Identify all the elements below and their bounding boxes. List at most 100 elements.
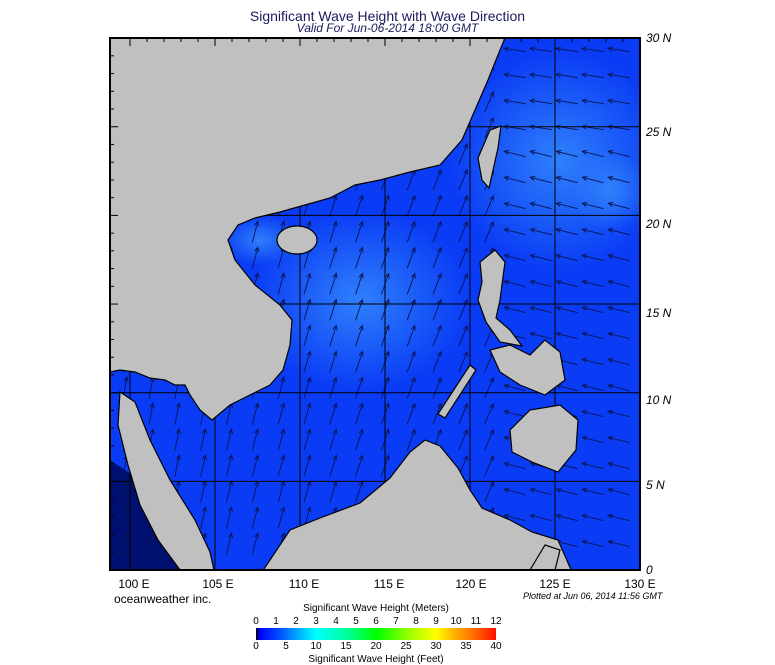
ocean-light-zone [570,150,640,230]
wave-arrow [432,194,442,217]
wave-arrow [503,305,526,314]
wave-arrow [503,227,526,236]
wave-arrow [458,246,468,269]
wave-arrow [432,402,442,425]
wave-arrow [458,402,468,425]
colorbar-tick: 6 [373,616,379,627]
land [110,38,579,570]
wave-arrow [251,506,260,529]
wave-arrow [148,532,155,555]
wave-arrow [303,298,312,321]
wave-arrow [484,376,495,399]
wave-arrow [355,220,364,243]
wave-arrow [555,227,578,236]
wave-arrow [458,168,468,191]
colorbar-title-meters: Significant Wave Height (Meters) [303,603,449,614]
wave-arrow [226,506,234,529]
wave-arrow [303,428,312,451]
wave-arrow [607,435,630,444]
wave-arrow [277,402,286,425]
wave-arrow [458,142,468,165]
wave-arrow [503,175,526,184]
wave-arrow [555,513,578,522]
colorbar [256,628,496,640]
wave-arrow [251,402,260,425]
wave-arrow [607,513,630,522]
wave-arrow [484,116,495,139]
lat-label: 30 N [646,31,672,45]
land-mindanao [509,404,579,473]
lon-label: 130 E [624,577,656,591]
wave-arrow [529,487,552,496]
wave-arrow [329,272,338,295]
wave-arrow [251,454,260,477]
wave-arrow [484,428,495,451]
land-palawan [437,364,477,419]
wave-arrow [555,98,578,105]
wave-arrow [581,253,604,262]
wave-arrow [607,305,630,314]
wave-arrow [555,72,578,79]
colorbar-tick: 5 [353,616,359,627]
wave-arrow [581,383,604,392]
wave-arrow [458,350,468,373]
lon-label: 125 E [539,577,571,591]
land-hainan [276,225,318,255]
wave-arrow [303,376,312,399]
wave-arrow [251,428,260,451]
colorbar-tick: 20 [370,641,382,652]
wave-arrow [503,279,526,288]
wave-arrow [303,402,312,425]
wave-arrow [529,253,552,262]
wave-arrow [458,428,468,451]
wave-arrow [503,253,526,262]
wave-arrow [581,409,604,418]
wave-arrow [555,149,578,158]
lon-label: 105 E [202,577,234,591]
frame-ticks [110,37,641,571]
wave-arrow [581,513,604,522]
wave-arrow [226,428,234,451]
wave-arrow [432,324,442,347]
wave-arrow [581,487,604,496]
land-visayas [489,339,566,396]
wave-arrow [607,253,630,262]
wave-arrow [581,72,604,79]
wave-arrow [226,532,234,555]
wave-arrow [277,376,286,399]
wave-arrow [200,506,207,529]
wave-arrow [329,428,338,451]
lon-label: 100 E [118,577,150,591]
lat-label: 20 N [646,217,672,231]
wave-arrow [581,461,604,470]
land-malay-peninsula [117,390,215,570]
wave-arrow [406,428,416,451]
colorbar-tick: 40 [490,641,502,652]
wave-arrow [355,454,364,477]
wave-arrow [329,376,338,399]
wave-arrow [303,350,312,373]
wave-arrow [484,454,495,477]
wave-arrow [555,253,578,262]
wave-arrow [607,487,630,496]
wave-arrow [406,324,416,347]
wave-arrow [607,46,630,53]
colorbar-tick: 0 [253,616,259,627]
wave-arrow [607,201,630,210]
wave-arrow [555,279,578,288]
lat-label: 0 [646,563,653,577]
wave-arrow [607,279,630,288]
wave-arrow [277,272,286,295]
wave-arrow [406,402,416,425]
wave-arrow [251,220,260,243]
wave-arrow [529,98,552,105]
credit-text: oceanweather inc. [114,592,212,606]
wave-arrow [406,376,416,399]
wave-arrow [529,331,552,340]
wave-arrow [458,272,468,295]
lat-label: 5 N [646,478,665,492]
wave-arrow [529,305,552,314]
wave-arrow [484,90,495,113]
wave-arrow [329,454,338,477]
